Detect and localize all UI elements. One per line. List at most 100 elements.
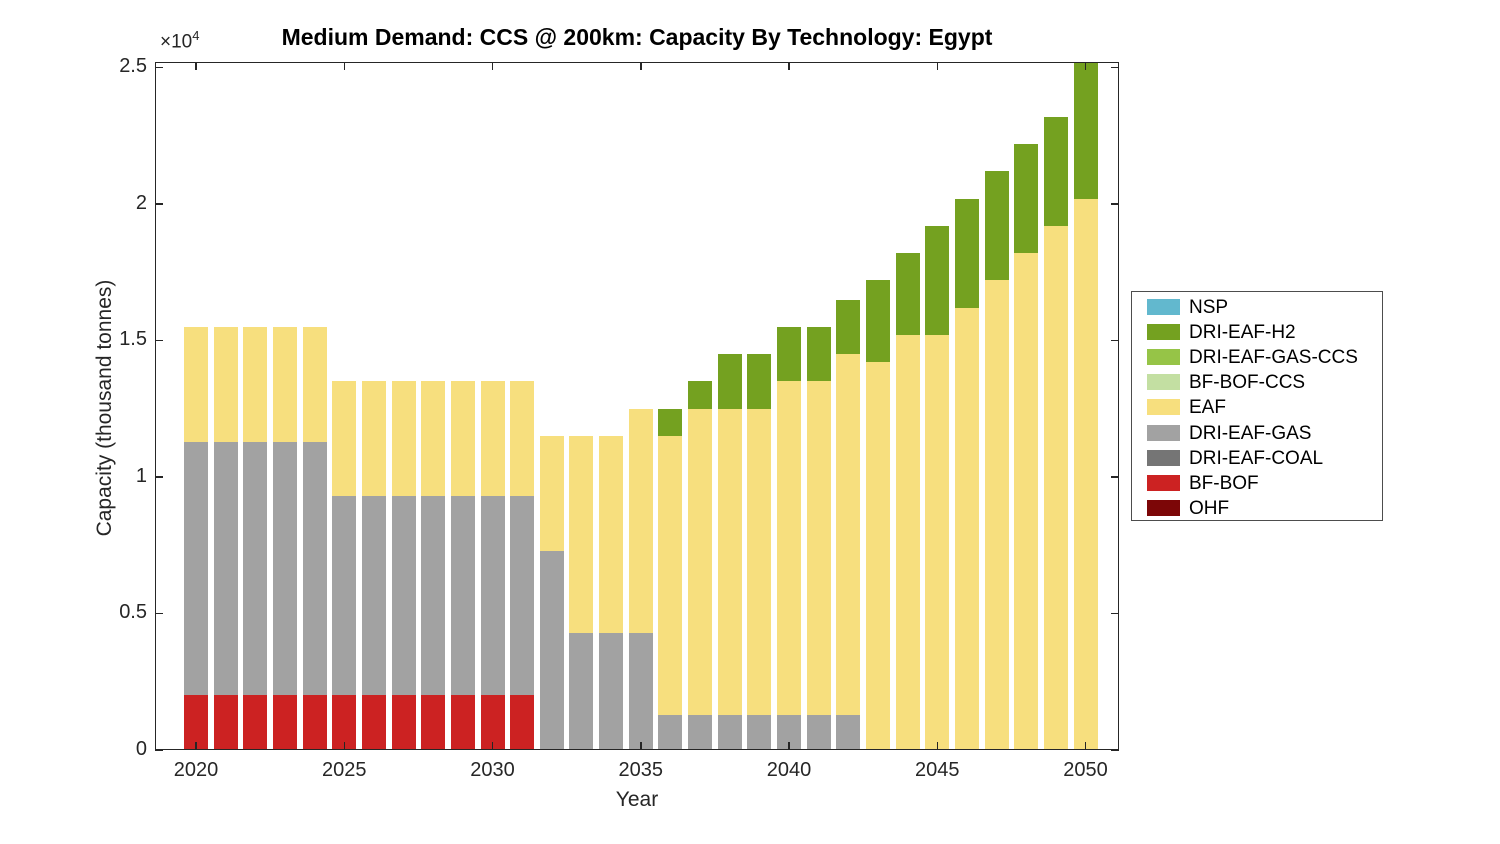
chart-title: Medium Demand: CCS @ 200km: Capacity By … [281, 24, 993, 50]
y-tick-right [1111, 203, 1119, 205]
legend-item-DRI-EAF-GAS-CCS: DRI-EAF-GAS-CCS [1132, 345, 1382, 370]
legend-label: DRI-EAF-COAL [1189, 447, 1324, 469]
bar-segment-DRI-EAF-H2-2037 [688, 381, 713, 409]
bar-segment-EAF-2030 [480, 381, 505, 497]
bar-segment-DRI-EAF-GAS-2030 [480, 496, 505, 696]
bar-segment-EAF-2033 [569, 436, 594, 633]
x-tick-top [195, 62, 197, 70]
bar-segment-DRI-EAF-H2-2048 [1014, 143, 1039, 254]
bar-segment-EAF-2044 [895, 335, 920, 750]
y-tick-label: 2 [135, 191, 147, 214]
bar-segment-EAF-2022 [243, 326, 268, 442]
bar-segment-DRI-EAF-H2-2049 [1043, 116, 1068, 226]
bar-segment-EAF-2021 [213, 326, 238, 442]
legend-label: DRI-EAF-GAS [1189, 422, 1312, 444]
y-tick-label: 2.5 [119, 55, 147, 78]
x-tick-label: 2040 [766, 759, 812, 781]
bar-segment-DRI-EAF-GAS-2036 [658, 714, 683, 750]
bar-segment-EAF-2049 [1043, 225, 1068, 750]
legend-swatch-BF-BOF [1147, 474, 1180, 491]
x-tick-label: 2020 [173, 759, 219, 781]
bar-segment-DRI-EAF-GAS-2027 [391, 496, 416, 696]
bar-segment-BF-BOF-2020 [184, 695, 208, 750]
bar-segment-EAF-2025 [332, 381, 357, 497]
x-tick [936, 742, 938, 750]
bar-segment-DRI-EAF-H2-2039 [747, 354, 772, 409]
bar-segment-DRI-EAF-H2-2045 [925, 225, 950, 336]
x-tick-top [936, 62, 938, 70]
legend-item-NSP: NSP [1132, 295, 1382, 320]
bar-segment-BF-BOF-2021 [213, 695, 238, 750]
legend: NSP DRI-EAF-H2 DRI-EAF-GAS-CCS BF-BOF-CCS EA… [1131, 291, 1383, 521]
plot-area [155, 62, 1119, 750]
bar-segment-EAF-2023 [272, 326, 297, 442]
bar-segment-EAF-2028 [421, 381, 446, 497]
bar-segment-DRI-EAF-GAS-2024 [302, 441, 327, 696]
x-tick-label: 2050 [1063, 759, 1108, 781]
y-axis-label: Capacity (thousand tonnes) [93, 279, 116, 537]
x-tick [640, 742, 642, 750]
bar-segment-DRI-EAF-GAS-2026 [361, 496, 386, 696]
bar-segment-DRI-EAF-GAS-2020 [184, 441, 208, 696]
legend-label: EAF [1189, 397, 1226, 419]
bar-segment-DRI-EAF-H2-2042 [836, 299, 861, 355]
y-tick [155, 203, 163, 205]
bar-segment-DRI-EAF-GAS-2035 [628, 632, 653, 750]
x-tick [491, 742, 494, 750]
y-axis-exponent: ×104 [160, 28, 200, 53]
legend-swatch-OHF [1147, 499, 1180, 516]
y-tick [155, 66, 163, 69]
bar-segment-EAF-2029 [450, 381, 475, 497]
bar-segment-BF-BOF-2023 [272, 695, 297, 750]
bar-segment-BF-BOF-2027 [391, 695, 416, 750]
bar-segment-EAF-2041 [806, 381, 831, 715]
y-tick [155, 612, 163, 615]
bar-segment-EAF-2032 [539, 436, 564, 551]
bar-segment-BF-BOF-2022 [243, 695, 268, 750]
legend-swatch-DRI-EAF-H2 [1147, 324, 1180, 341]
y-tick-right [1111, 339, 1119, 342]
bar-segment-EAF-2031 [510, 381, 535, 497]
bar-segment-DRI-EAF-GAS-2041 [806, 714, 831, 750]
legend-item-BF-BOF-CCS: BF-BOF-CCS [1132, 370, 1382, 395]
bar-segment-DRI-EAF-H2-2043 [865, 280, 890, 363]
x-tick [788, 742, 790, 750]
legend-swatch-DRI-EAF-GAS [1147, 424, 1180, 441]
x-tick-top [343, 62, 345, 70]
legend-swatch-BF-BOF-CCS [1147, 374, 1180, 391]
bar-segment-BF-BOF-2030 [480, 695, 505, 750]
y-tick [155, 749, 163, 751]
x-tick [195, 742, 197, 750]
legend-item-DRI-EAF-GAS: DRI-EAF-GAS [1132, 421, 1382, 446]
y-tick-right [1111, 612, 1119, 615]
x-tick-top [491, 62, 494, 70]
bar-segment-EAF-2037 [688, 408, 713, 715]
bar-segment-EAF-2040 [777, 381, 801, 715]
bar-segment-DRI-EAF-GAS-2021 [213, 441, 238, 696]
legend-label: DRI-EAF-H2 [1189, 322, 1296, 344]
bar-segment-BF-BOF-2029 [450, 695, 475, 750]
bar-segment-DRI-EAF-H2-2050 [1073, 62, 1098, 199]
bar-segment-DRI-EAF-H2-2036 [658, 408, 683, 437]
x-tick [1084, 742, 1087, 750]
bar-segment-DRI-EAF-GAS-2033 [569, 632, 594, 750]
bar-segment-EAF-2045 [925, 335, 950, 750]
bar-segment-DRI-EAF-GAS-2037 [688, 714, 713, 750]
x-axis-label: Year [615, 788, 659, 811]
y-tick [155, 339, 163, 342]
bar-segment-BF-BOF-2031 [510, 695, 535, 750]
bar-segment-EAF-2038 [717, 408, 742, 715]
legend-swatch-DRI-EAF-COAL [1147, 449, 1180, 466]
bar-segment-BF-BOF-2024 [302, 695, 327, 750]
legend-swatch-EAF [1147, 399, 1180, 416]
legend-label: NSP [1189, 297, 1229, 318]
y-tick-right [1111, 66, 1119, 69]
x-tick-label: 2035 [618, 759, 664, 781]
x-tick-top [640, 62, 642, 70]
y-tick-label: 1.5 [119, 328, 147, 351]
y-tick-label: 1 [135, 464, 147, 487]
legend-label: BF-BOF-CCS [1189, 372, 1306, 394]
bar-segment-EAF-2048 [1014, 253, 1039, 750]
bar-segment-DRI-EAF-H2-2046 [954, 198, 979, 308]
